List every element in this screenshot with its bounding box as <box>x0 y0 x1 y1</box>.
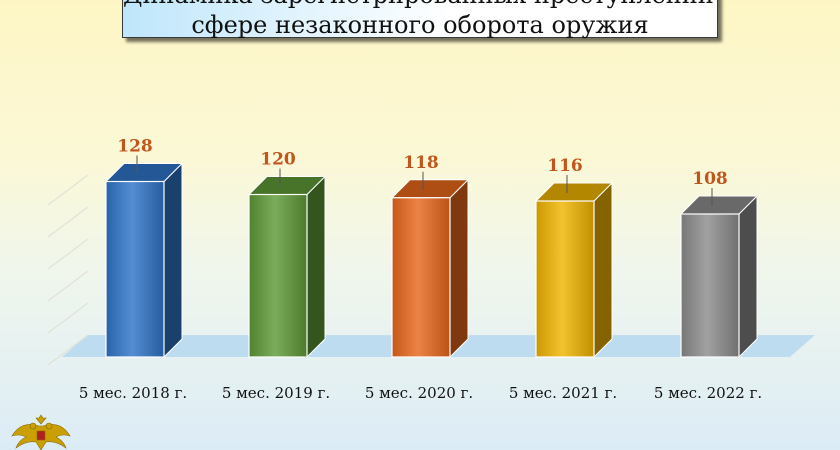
double-headed-eagle-emblem-icon <box>11 414 71 450</box>
category-label-2: 5 мес. 2020 г. <box>365 384 473 402</box>
data-label-0: 128 <box>117 137 153 157</box>
chart-title-box: Динамика зарегистрированных преступлений… <box>122 0 718 39</box>
data-label-3: 116 <box>547 156 583 176</box>
bar-3 <box>535 200 595 358</box>
chart-title-line-1: Динамика зарегистрированных преступлений… <box>123 0 717 9</box>
data-label-4: 108 <box>692 169 728 189</box>
bar-side-2 <box>449 178 469 359</box>
data-label-1: 120 <box>260 150 296 170</box>
gridline <box>47 334 89 366</box>
category-label-0: 5 мес. 2018 г. <box>79 384 187 402</box>
gridline <box>47 238 89 270</box>
bar-side-0 <box>163 162 183 359</box>
category-label-3: 5 мес. 2021 г. <box>509 384 617 402</box>
bar-0 <box>105 180 165 358</box>
bar-side-1 <box>306 175 326 359</box>
category-label-4: 5 мес. 2022 г. <box>654 384 762 402</box>
gridline <box>47 206 89 238</box>
bar-2 <box>391 197 451 358</box>
bar-4 <box>680 213 740 358</box>
gridline <box>47 302 89 334</box>
category-label-1: 5 мес. 2019 г. <box>222 384 330 402</box>
bar-side-3 <box>593 181 613 359</box>
gridline <box>47 270 89 302</box>
gridline <box>47 174 89 206</box>
chart-title-line-2: сфере незаконного оборота оружия <box>191 11 649 39</box>
bar-side-4 <box>738 194 758 359</box>
data-label-2: 118 <box>403 153 439 173</box>
bar-1 <box>248 193 308 358</box>
